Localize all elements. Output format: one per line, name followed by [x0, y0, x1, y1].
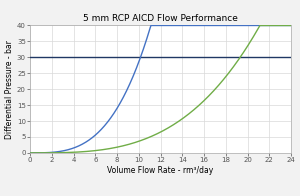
X-axis label: Volume Flow Rate - rm³/day: Volume Flow Rate - rm³/day: [107, 166, 214, 175]
Title: 5 mm RCP AICD Flow Performance: 5 mm RCP AICD Flow Performance: [83, 14, 238, 23]
Y-axis label: Differential Pressure - bar: Differential Pressure - bar: [5, 40, 14, 139]
